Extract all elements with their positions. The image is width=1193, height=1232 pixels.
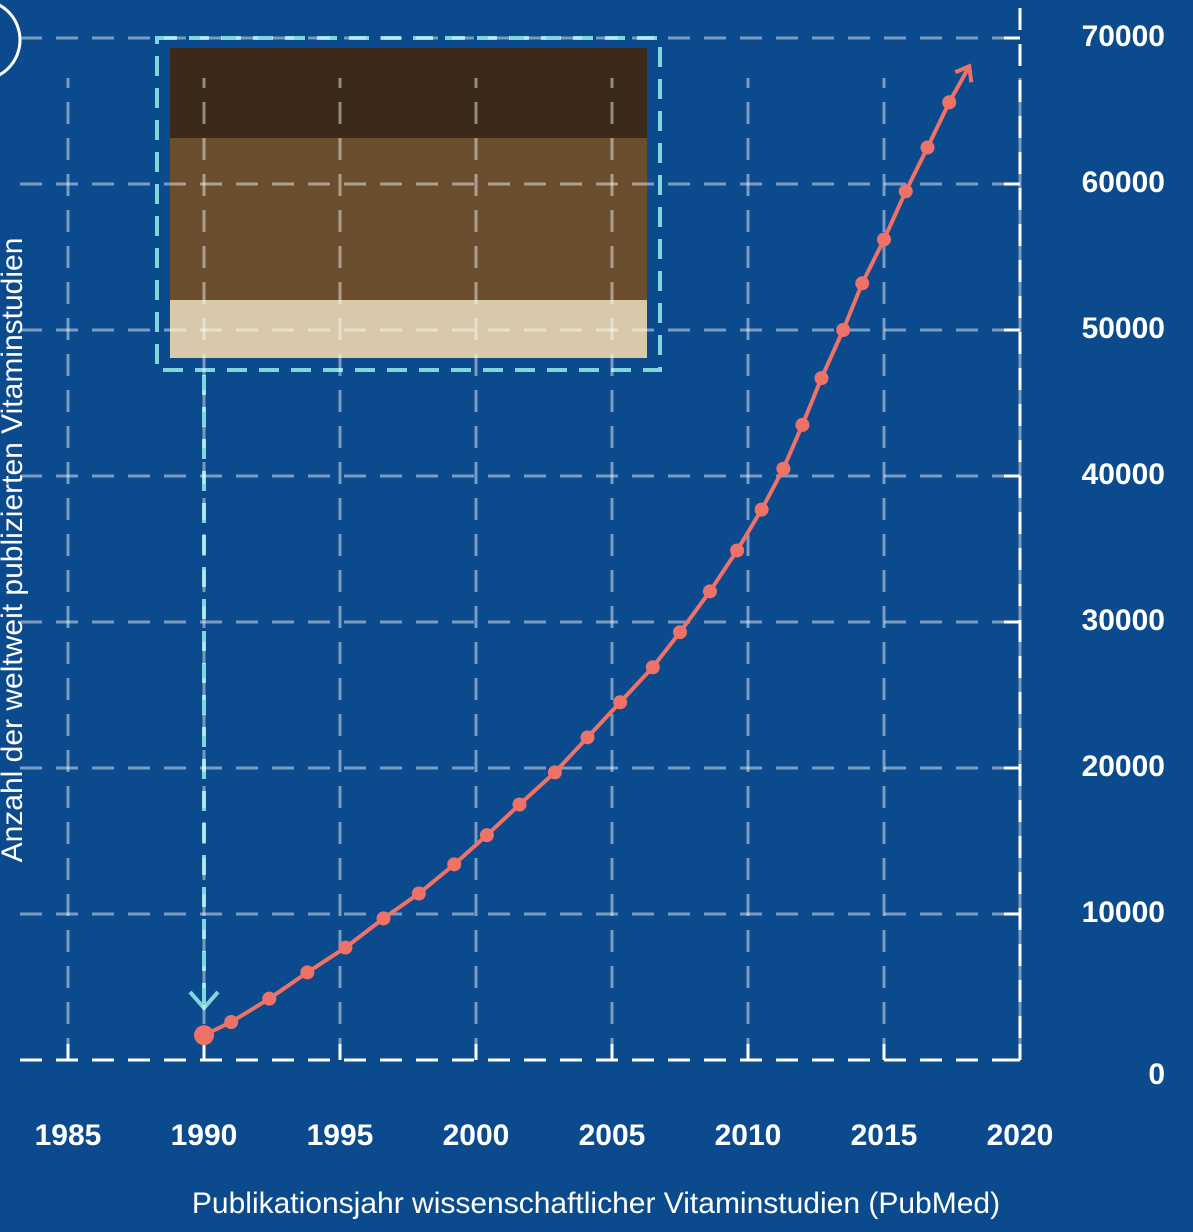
data-point	[547, 765, 562, 780]
data-point	[754, 502, 769, 517]
data-point	[613, 695, 628, 710]
x-axis-label: Publikationsjahr wissenschaftlicher Vita…	[192, 1187, 1000, 1220]
x-tick-label: 2000	[443, 1119, 510, 1152]
data-point	[645, 660, 660, 675]
x-tick-label: 2010	[715, 1119, 782, 1152]
trend-arrow	[947, 63, 974, 104]
data-point	[376, 911, 391, 926]
data-point	[224, 1015, 239, 1030]
y-tick-label: 70000	[1082, 20, 1165, 53]
data-point	[836, 323, 851, 337]
data-point	[262, 991, 277, 1006]
data-point	[920, 140, 935, 155]
data-point	[300, 965, 315, 980]
badge-circle	[0, 3, 22, 77]
data-point	[795, 417, 810, 432]
x-tick-label: 1995	[307, 1119, 374, 1152]
x-tick-label: 2015	[851, 1119, 918, 1152]
data-point	[194, 1025, 214, 1046]
data-point	[447, 857, 462, 872]
data-point	[512, 797, 527, 812]
data-point	[479, 828, 494, 843]
y-tick-label: 20000	[1082, 750, 1165, 783]
data-point	[776, 461, 791, 476]
data-point	[673, 625, 687, 640]
y-axis-label: Anzahl der weltweit publizierten Vitamin…	[0, 238, 29, 863]
y-tick-label: 30000	[1082, 604, 1165, 637]
photo-table	[170, 300, 647, 358]
y-tick-label: 60000	[1082, 166, 1165, 199]
data-point	[411, 886, 426, 901]
data-point	[898, 184, 913, 199]
data-point	[338, 940, 353, 955]
x-tick-label: 2020	[987, 1119, 1054, 1152]
data-point	[855, 276, 870, 291]
photo-frame	[155, 36, 662, 372]
data-point	[877, 232, 891, 247]
photo-shelf	[170, 48, 647, 138]
y-tick-label: 0	[1148, 1058, 1165, 1091]
x-tick-label: 1985	[35, 1119, 102, 1152]
pointer-arrow	[188, 990, 220, 1012]
y-tick-label: 10000	[1082, 896, 1165, 929]
y-tick-label: 40000	[1082, 458, 1165, 491]
x-tick-label: 1990	[171, 1119, 238, 1152]
data-point	[580, 730, 595, 745]
y-tick-label: 50000	[1082, 312, 1165, 345]
data-point	[814, 371, 829, 386]
x-tick-label: 2005	[579, 1119, 646, 1152]
data-point	[702, 584, 717, 599]
plot-area: 0 10000 20000 30000 40000 50000 60000 70000 1985…	[20, 8, 1165, 1152]
data-point	[730, 543, 745, 558]
